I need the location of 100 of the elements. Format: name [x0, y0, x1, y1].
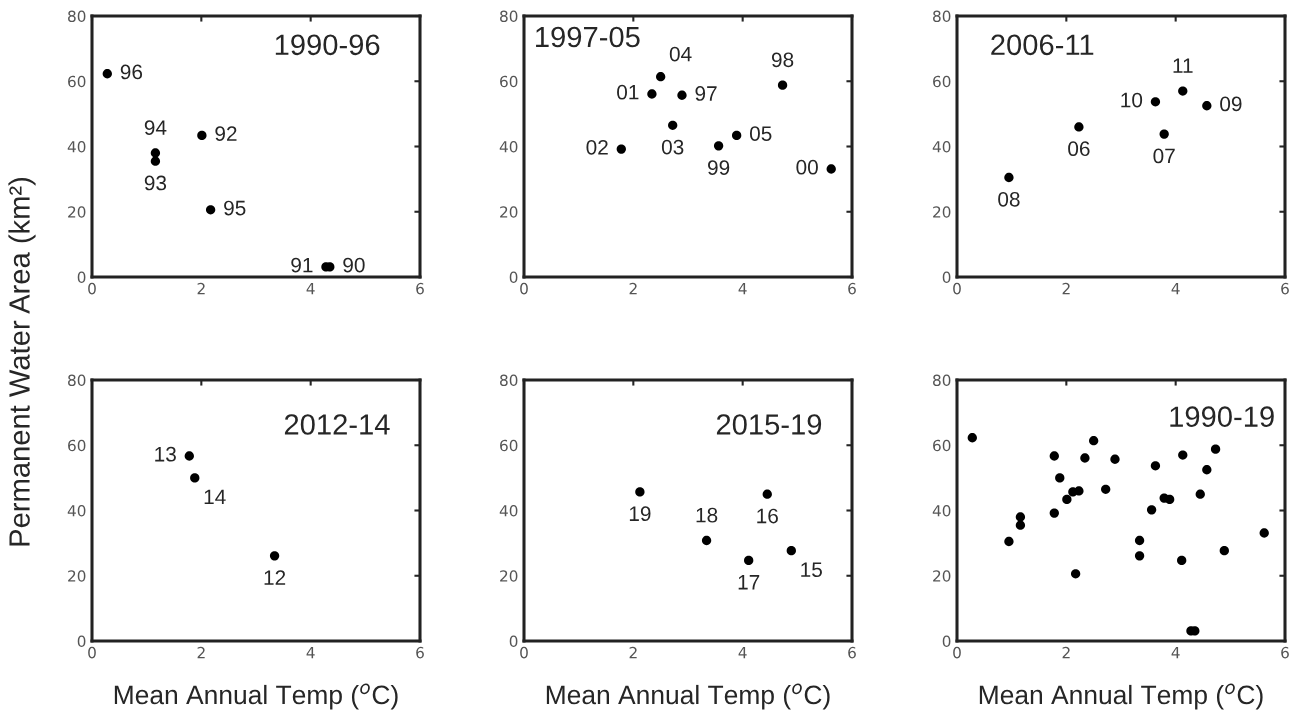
annotation: 14 [204, 489, 226, 505]
annotation: 92 [215, 126, 237, 141]
point [1146, 505, 1157, 515]
x-tick-label: 0 [520, 282, 528, 295]
x-tick-label: 0 [953, 282, 961, 295]
annotation: 96 [120, 64, 143, 80]
point [1049, 508, 1059, 518]
y-tick-label: 80 [68, 10, 86, 23]
annotation: 02 [586, 139, 608, 155]
point [190, 473, 200, 483]
y-tick-label: 0 [509, 635, 518, 648]
point [150, 156, 161, 166]
x-tick-label: 2 [1062, 282, 1070, 295]
x-axis-title: Mean Annual Temp ($^{o}$C) [114, 683, 398, 710]
annotation: 93 [144, 175, 167, 191]
point [1080, 453, 1090, 463]
y-axis-title: Permanent Water Area (km²) [8, 177, 36, 546]
text: 1990-19 [1170, 406, 1274, 427]
point [1074, 122, 1084, 132]
x-tick-label: 4 [738, 283, 747, 295]
x-tick-label: 0 [520, 646, 528, 659]
chart-title: 1990-96 [275, 34, 380, 56]
point [1150, 461, 1161, 471]
y-tick-label: 40 [499, 140, 518, 153]
point [269, 551, 280, 561]
x-axis-title: Mean Annual Temp ($^{o}$C) [979, 683, 1263, 710]
point [1210, 444, 1221, 454]
point [826, 164, 836, 174]
y-tick-label: 60 [68, 439, 86, 452]
chart-title: 1997-05 [536, 26, 640, 48]
point [1150, 97, 1161, 107]
x-tick-label: 0 [953, 646, 961, 659]
point [1015, 520, 1026, 530]
point [1055, 473, 1065, 483]
chart-title: 2006-11 [991, 34, 1094, 56]
x-tick-label: 6 [1281, 282, 1289, 295]
point [967, 433, 977, 443]
point [1195, 489, 1205, 499]
point [668, 120, 678, 130]
x-tick-label: 6 [416, 282, 424, 295]
annotation: 09 [1220, 96, 1242, 112]
x-tick-label: 0 [88, 282, 96, 295]
x-tick-label: 2 [197, 282, 205, 295]
annotation: 91 [291, 257, 313, 273]
point [786, 545, 796, 556]
point [1070, 569, 1081, 579]
y-tick-label: 60 [68, 75, 86, 88]
point [731, 130, 742, 141]
x-tick-label: 6 [1281, 646, 1289, 659]
x-tick-label: 4 [306, 647, 315, 659]
annotation: 18 [696, 507, 718, 523]
y-tick-label: 0 [77, 271, 86, 284]
x-tick-label: 6 [416, 646, 424, 659]
point [1089, 436, 1099, 446]
annotation: 10 [1121, 92, 1143, 108]
point [1015, 512, 1026, 522]
point [1134, 535, 1145, 546]
x-tick-label: 2 [1062, 646, 1070, 659]
point [150, 148, 161, 158]
x-tick-label: 2 [629, 646, 637, 659]
y-tick-label: 60 [500, 439, 518, 452]
x-tick-label: 4 [1171, 283, 1180, 295]
point [1062, 494, 1072, 505]
point [102, 69, 112, 79]
point [656, 72, 666, 82]
x-tick-label: 6 [848, 646, 856, 659]
point [777, 80, 788, 90]
point [744, 555, 754, 566]
annotation: 95 [224, 200, 246, 216]
point [1159, 129, 1169, 139]
y-tick-label: 40 [932, 140, 951, 153]
annotation: 13 [155, 446, 176, 462]
point [1101, 484, 1111, 494]
annotation: 03 [661, 139, 684, 155]
annotation: 12 [264, 570, 286, 585]
y-tick-label: 0 [509, 271, 518, 284]
x-tick-label: 0 [88, 646, 96, 659]
annotation: 11 [1173, 58, 1193, 73]
point [1219, 545, 1229, 556]
x-tick-label: 4 [1171, 647, 1180, 659]
y-tick-label: 60 [500, 75, 518, 88]
point [701, 535, 712, 546]
annotation: 17 [738, 575, 760, 590]
y-tick-label: 80 [933, 10, 951, 23]
point [1159, 493, 1169, 503]
point [1110, 454, 1120, 464]
point [197, 130, 207, 141]
y-tick-label: 20 [68, 206, 86, 218]
point [184, 451, 194, 461]
y-tick-label: 20 [933, 206, 951, 218]
annotation: 07 [1153, 148, 1175, 164]
point [1004, 172, 1014, 183]
x-tick-label: 4 [738, 647, 747, 659]
point [647, 89, 657, 99]
y-tick-label: 80 [933, 374, 951, 387]
point [677, 90, 687, 100]
y-tick-label: 20 [933, 570, 951, 582]
x-axis-title: Mean Annual Temp ($^{o}$C) [546, 683, 830, 710]
y-tick-label: 40 [932, 504, 951, 517]
annotation: 99 [708, 160, 730, 176]
